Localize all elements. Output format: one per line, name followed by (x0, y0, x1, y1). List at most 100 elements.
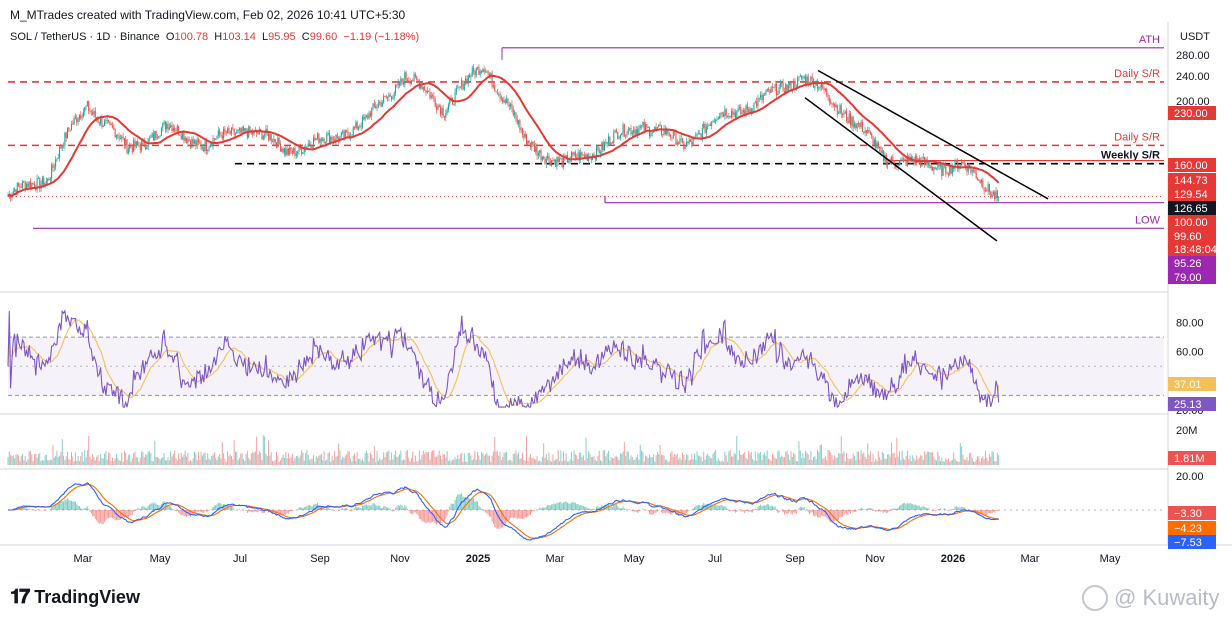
volume-bar (483, 455, 485, 465)
macd-histogram-bar (914, 504, 916, 510)
volume-bar (467, 452, 469, 465)
volume-bar (879, 457, 881, 465)
candle-body (375, 106, 377, 109)
macd-histogram-bar (338, 510, 340, 511)
volume-bar (857, 451, 859, 465)
macd-histogram-bar (252, 510, 254, 513)
macd-histogram-bar (43, 510, 45, 511)
candle-body (262, 135, 264, 140)
macd-histogram-bar (35, 510, 37, 512)
macd-histogram-bar (768, 504, 770, 510)
macd-histogram-bar (67, 498, 69, 510)
candle-body (209, 144, 211, 147)
channel-lower-line[interactable] (804, 97, 998, 242)
volume-bar (238, 457, 240, 465)
tradingview-brand[interactable]: 𝟏𝟕 TradingView (10, 586, 140, 609)
volume-bar (457, 454, 459, 465)
volume-bar (127, 455, 129, 465)
candle-body (78, 115, 80, 120)
candle-body (295, 153, 297, 156)
volume-bar (757, 452, 759, 465)
volume-bar (901, 450, 903, 465)
macd-histogram-bar (552, 503, 554, 510)
macd-histogram-bar (593, 508, 595, 510)
candle-body (154, 131, 156, 140)
volume-bar (506, 451, 508, 465)
volume-bar (725, 455, 727, 465)
macd-histogram-bar (69, 500, 71, 510)
volume-bar (141, 451, 143, 465)
volume-bar (339, 450, 341, 465)
macd-histogram-bar (790, 510, 792, 514)
volume-bar (125, 452, 127, 465)
candle-body (203, 147, 205, 152)
macd-histogram-bar (97, 510, 99, 523)
volume-bar (392, 459, 394, 465)
candle-body (758, 97, 760, 99)
volume-bar (303, 460, 305, 465)
candle-body (384, 96, 386, 97)
macd-histogram-bar (734, 510, 736, 513)
candle-body (994, 192, 996, 199)
volume-bar (426, 452, 428, 465)
macd-histogram-bar (249, 510, 251, 512)
macd-histogram-bar (794, 510, 796, 514)
candle-body (643, 121, 645, 131)
macd-histogram-bar (155, 503, 157, 510)
volume-bar (716, 460, 718, 465)
candle-body (426, 90, 428, 93)
price-tag-bg (1168, 242, 1216, 256)
candle-body (60, 146, 62, 149)
candle-body (562, 156, 565, 167)
symbol-name[interactable]: SOL / TetherUS · 1D · Binance (10, 31, 160, 43)
candle-body (227, 128, 229, 134)
volume-bar (495, 451, 497, 465)
candle-body (479, 71, 481, 75)
candle-body (733, 112, 735, 115)
volume-bar (507, 460, 509, 465)
macd-histogram-bar (917, 505, 919, 510)
macd-histogram-bar (278, 510, 280, 514)
volume-bar (586, 458, 588, 465)
candle-body (355, 122, 357, 128)
volume-bar (983, 459, 985, 465)
candle-body (184, 137, 186, 141)
candle-body (233, 128, 235, 135)
candle-body (756, 101, 758, 107)
candle-body (984, 190, 987, 192)
channel-upper-line[interactable] (817, 69, 1049, 200)
candle-body (717, 118, 719, 120)
macd-histogram-bar (313, 504, 315, 510)
volume-bar (86, 450, 88, 465)
candle-body (443, 116, 446, 118)
macd-histogram-bar (762, 505, 764, 510)
candle-body (582, 154, 584, 156)
volume-bar (818, 451, 820, 465)
macd-histogram-bar (492, 510, 494, 524)
candle-body (25, 183, 28, 190)
volume-bar (440, 455, 442, 465)
volume-bar (606, 453, 608, 465)
candle-body (719, 115, 721, 119)
candle-body (963, 163, 965, 165)
price-tag-bg (1168, 521, 1216, 535)
volume-bar (150, 453, 152, 465)
volume-bar (395, 450, 397, 465)
currency-label[interactable]: USDT (1180, 31, 1210, 43)
candle-body (494, 85, 496, 92)
macd-histogram-bar (937, 509, 939, 510)
macd-histogram-bar (167, 504, 169, 510)
volume-bar (388, 450, 390, 465)
candle-body (86, 101, 88, 107)
candle-body (724, 109, 726, 117)
macd-histogram-bar (28, 508, 30, 510)
volume-bar (898, 451, 900, 465)
volume-bar (404, 460, 406, 465)
volume-bar (220, 458, 222, 465)
macd-histogram-bar (372, 502, 374, 510)
volume-bar (240, 453, 242, 465)
macd-histogram-bar (581, 505, 583, 510)
macd-histogram-bar (365, 504, 367, 510)
candle-body (568, 160, 570, 163)
